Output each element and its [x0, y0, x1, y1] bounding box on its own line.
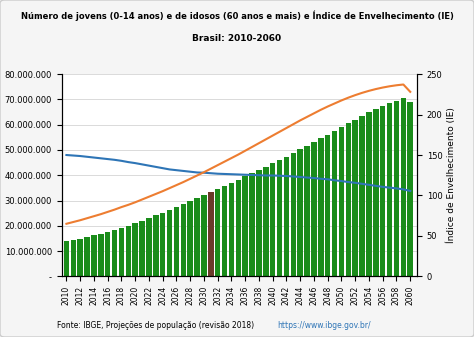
Text: Brasil: 2010-2060: Brasil: 2010-2060 — [192, 34, 282, 43]
Text: https://www.ibge.gov.br/: https://www.ibge.gov.br/ — [277, 321, 371, 330]
Bar — [249, 173, 255, 276]
Y-axis label: Índice de Envelhecimento (IE): Índice de Envelhecimento (IE) — [447, 107, 456, 243]
Bar — [167, 210, 173, 276]
Bar — [160, 213, 165, 276]
Bar — [222, 186, 228, 276]
Bar — [263, 166, 269, 276]
Bar — [77, 239, 83, 276]
Bar — [215, 189, 220, 276]
Bar — [373, 109, 379, 276]
Bar — [132, 223, 138, 276]
Bar — [187, 201, 193, 276]
Bar — [71, 240, 76, 276]
Bar — [284, 157, 289, 276]
Bar — [387, 103, 392, 276]
Bar — [229, 183, 234, 276]
Bar — [394, 101, 399, 276]
Bar — [236, 180, 241, 276]
Bar — [118, 228, 124, 276]
Bar — [112, 230, 118, 276]
Text: Número de jovens (0-14 anos) e de idosos (60 anos e mais) e Índice de Envelhecim: Número de jovens (0-14 anos) e de idosos… — [20, 10, 454, 21]
Bar — [401, 98, 406, 276]
Bar — [346, 123, 351, 276]
Bar — [353, 120, 358, 276]
Bar — [339, 127, 344, 276]
Bar — [173, 207, 179, 276]
Bar — [277, 160, 283, 276]
Bar — [380, 106, 385, 276]
Bar — [318, 138, 324, 276]
Bar — [256, 170, 262, 276]
Bar — [105, 232, 110, 276]
Bar — [153, 215, 159, 276]
Bar — [126, 226, 131, 276]
Bar — [139, 221, 145, 276]
Bar — [291, 153, 296, 276]
Bar — [208, 192, 214, 276]
Bar — [84, 237, 90, 276]
Text: Fonte: IBGE, Projeções de população (revisão 2018): Fonte: IBGE, Projeções de população (rev… — [57, 321, 259, 330]
Bar — [194, 198, 200, 276]
Bar — [64, 241, 69, 276]
Bar — [146, 218, 152, 276]
Bar — [91, 236, 97, 276]
Bar — [98, 234, 103, 276]
Bar — [304, 146, 310, 276]
Bar — [325, 135, 330, 276]
Bar — [201, 195, 207, 276]
Bar — [270, 163, 275, 276]
Bar — [332, 131, 337, 276]
Bar — [298, 149, 303, 276]
Bar — [181, 204, 186, 276]
Bar — [366, 112, 372, 276]
Bar — [243, 176, 248, 276]
Bar — [408, 102, 413, 276]
Bar — [311, 142, 317, 276]
Bar — [359, 116, 365, 276]
